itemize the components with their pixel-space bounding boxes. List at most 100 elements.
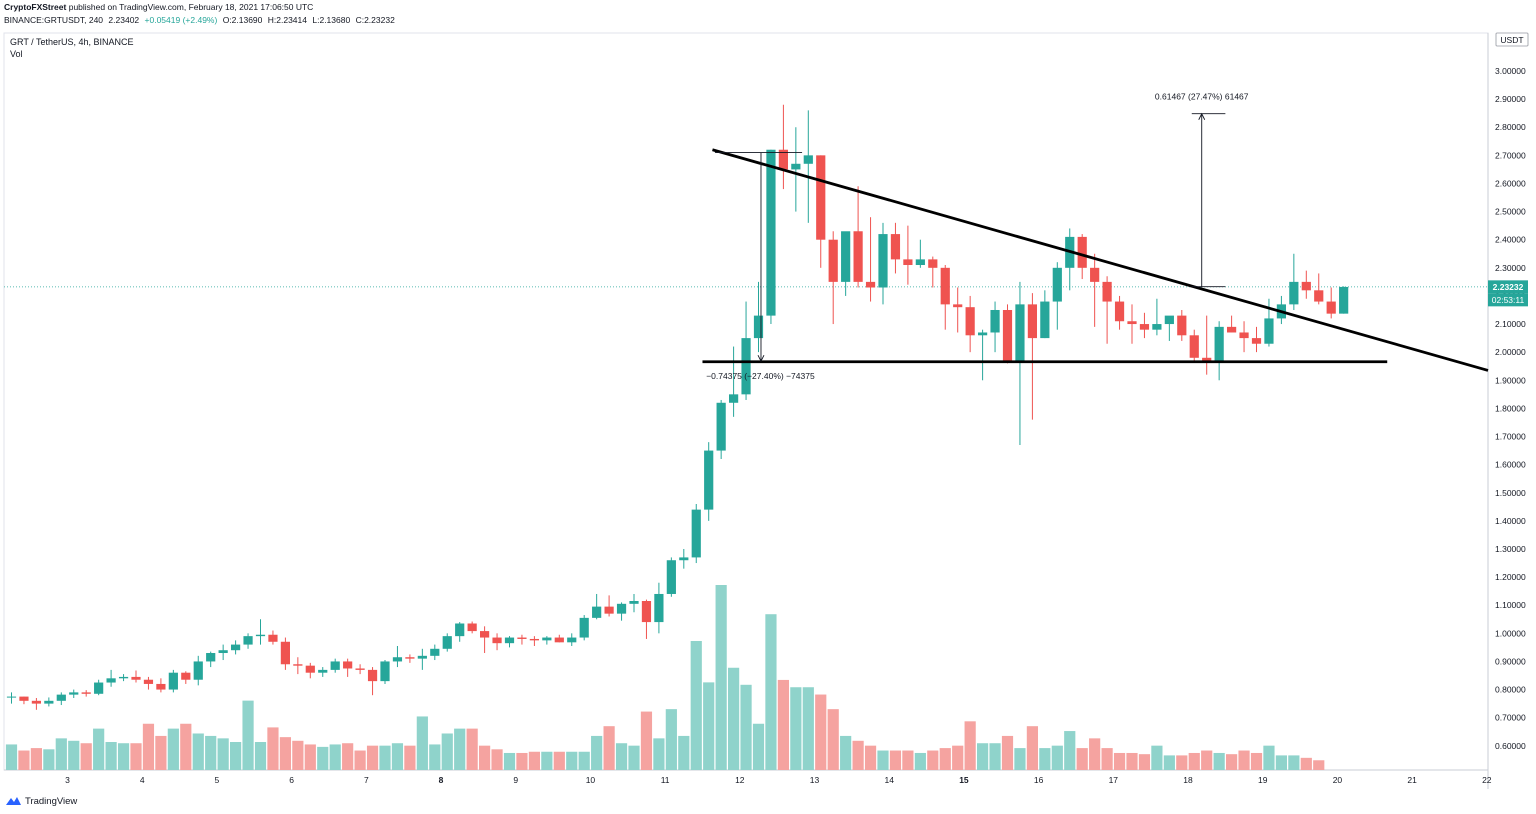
candle-body [467,623,477,632]
volume-bar [740,684,752,770]
volume-bar [80,743,92,770]
volume-bar [1101,748,1113,770]
y-tick-label: 2.50000 [1495,207,1526,217]
volume-bar [703,682,715,770]
candle-body [1301,281,1311,291]
y-tick-label: 0.90000 [1495,656,1526,666]
candle-body [380,661,390,682]
volume-bar [466,728,478,770]
volume-bar [840,735,852,770]
ohlc-line: BINANCE:GRTUSDT, 240 2.23402 +0.05419 (+… [4,15,398,25]
volume-bar [802,687,814,770]
candle-body [1289,281,1299,305]
volume-bar [603,726,615,770]
volume-bar [105,742,117,770]
candle-body [1202,357,1212,361]
candle-body [143,679,154,684]
y-tick-label: 1.10000 [1495,600,1526,610]
descending-trendline[interactable] [712,148,1489,372]
volume-bar [391,743,404,770]
candle-body [1090,267,1100,282]
candle-body [94,682,104,694]
candle-body [878,234,888,288]
volume-bar [952,745,964,770]
candle-body [1326,301,1336,314]
y-tick-label: 2.60000 [1495,178,1526,188]
candle-body [529,638,539,641]
candle-body [841,231,851,282]
candle-body [741,338,751,395]
countdown-label: 02:53:11 [1492,295,1525,305]
x-tick-label: 17 [1109,775,1119,785]
volume-bar [167,728,179,770]
y-tick-label: 1.70000 [1495,432,1526,442]
candle-body [417,655,427,659]
volume-bar [728,667,740,770]
candle-body [81,692,91,694]
y-tick-label: 2.70000 [1495,150,1526,160]
volume-bar [242,700,254,770]
y-tick-label: 1.20000 [1495,572,1526,582]
volume-bar [777,679,789,770]
candle-body [131,676,141,680]
volume-bar [142,723,155,770]
currency-badge[interactable] [1495,32,1529,47]
candle-body [1177,315,1187,336]
candle-body [355,668,365,670]
volume-bar [30,748,42,770]
chart-frame [3,32,1489,771]
volume-bar [205,735,217,770]
candle-body [268,634,278,642]
measure-down-label: −0.74375 (−27.40%) −74375 [706,371,815,381]
symbol-line: BINANCE:GRTUSDT, 240 [4,15,104,25]
y-tick-label: 3.00000 [1495,66,1526,76]
volume-bar [279,737,291,770]
volume-bar [292,740,304,770]
candle-body [293,664,303,666]
candle-body [666,560,676,594]
candle-body [69,692,79,695]
y-tick-label: 2.00000 [1495,347,1526,357]
candle-body [1052,267,1062,302]
volume-bar [678,735,690,770]
volume-bar [441,733,453,770]
volume-bar [566,751,578,770]
volume-bar [815,694,827,770]
volume-bar [404,745,416,770]
candle-body [1077,236,1087,268]
candle-body [641,600,652,623]
tradingview-logo-icon [6,797,21,805]
open-value: O:2.13690 [222,15,263,25]
tradingview-footer[interactable]: TradingView [5,795,77,807]
volume-bar [230,742,242,770]
publisher-name: CryptoFXStreet [4,2,67,12]
volume-bar [989,743,1001,770]
volume-series [5,585,1325,770]
candle-body [1314,290,1324,302]
candle-body [280,641,290,665]
volume-bar [1089,738,1101,770]
candle-body [890,234,901,260]
volume-bar [1201,750,1213,770]
volume-bar [528,751,540,770]
candle-body [504,637,515,644]
volume-bar [329,744,341,770]
candle-body [1040,301,1050,339]
volume-bar [1039,748,1051,770]
volume-bar [491,749,503,770]
volume-bar [640,711,653,770]
candle-body [6,696,17,698]
volume-bar [503,752,516,770]
candle-body [343,661,353,669]
volume-bar [914,752,926,770]
candle-body [1251,338,1262,344]
candle-body [567,637,577,643]
candle-body [704,450,714,510]
volume-bar [18,750,30,770]
x-tick-label: 21 [1407,775,1417,785]
x-tick-label: 20 [1333,775,1343,785]
candle-body [1189,335,1199,358]
candle-body [405,657,415,659]
candle-body [1152,324,1162,330]
